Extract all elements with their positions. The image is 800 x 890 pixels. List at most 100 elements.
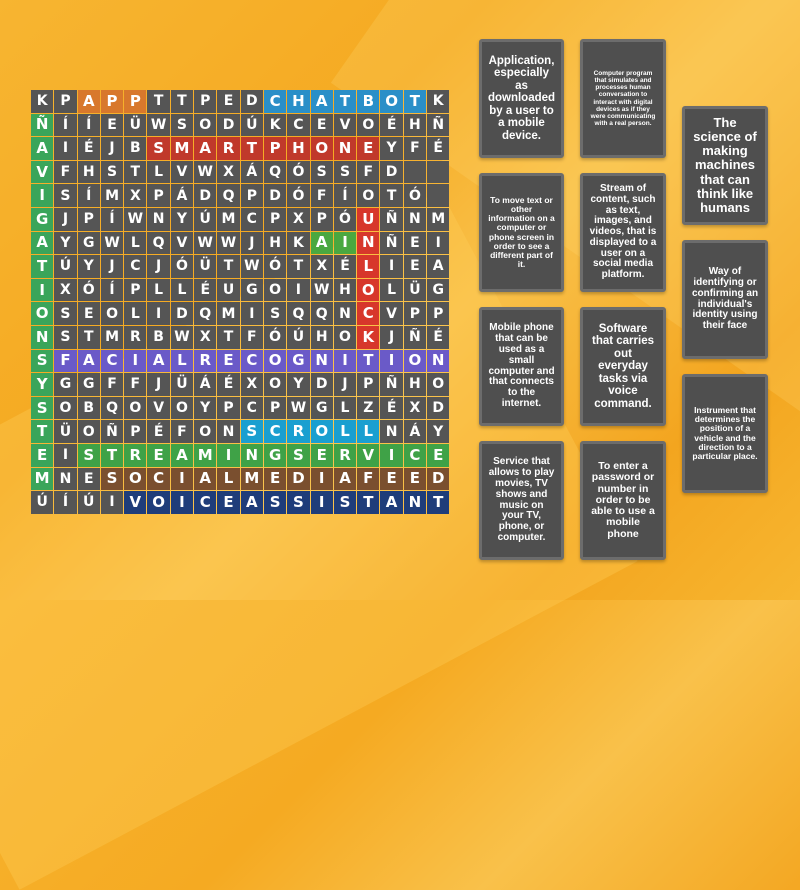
grid-cell[interactable]: P [77,207,100,231]
grid-cell[interactable]: A [77,90,100,113]
grid-cell[interactable]: É [194,278,217,302]
clue-card[interactable]: To enter a password or number in order t… [580,441,666,560]
grid-cell[interactable]: S [333,491,357,514]
grid-cell[interactable]: S [54,325,77,349]
grid-cell[interactable]: H [287,90,310,113]
grid-cell[interactable]: É [380,113,403,137]
grid-cell[interactable]: D [217,113,240,137]
grid-cell[interactable]: L [124,231,147,255]
grid-cell[interactable]: Ü [403,278,427,302]
grid-cell[interactable]: L [333,396,357,420]
grid-cell[interactable]: V [147,396,170,420]
grid-cell[interactable]: Ó [287,184,310,207]
grid-cell[interactable]: G [77,373,100,396]
grid-cell[interactable]: Ó [403,184,427,207]
grid-cell[interactable]: É [427,137,450,160]
grid-cell[interactable]: Ü [54,420,77,443]
grid-cell[interactable]: S [100,467,124,491]
grid-cell[interactable]: O [263,278,287,302]
grid-cell[interactable]: Y [31,373,54,396]
grid-cell[interactable]: N [147,207,170,231]
grid-cell[interactable]: O [357,278,380,302]
grid-cell[interactable]: O [124,396,147,420]
grid-cell[interactable]: S [310,160,333,184]
grid-cell[interactable]: A [310,231,333,255]
grid-cell[interactable]: Í [77,113,100,137]
grid-cell[interactable]: É [217,373,240,396]
grid-cell[interactable]: Ó [287,160,310,184]
grid-cell[interactable]: K [263,113,287,137]
grid-cell[interactable]: S [100,160,124,184]
grid-cell[interactable]: A [310,90,333,113]
grid-cell[interactable]: Í [333,184,357,207]
grid-cell[interactable]: H [333,278,357,302]
grid-cell[interactable]: G [54,373,77,396]
grid-cell[interactable]: H [287,137,310,160]
grid-cell[interactable]: F [310,184,333,207]
grid-cell[interactable]: I [333,231,357,255]
grid-cell[interactable]: F [54,349,77,373]
grid-cell[interactable]: J [147,373,170,396]
grid-cell[interactable]: J [380,325,403,349]
grid-cell[interactable]: Q [217,184,240,207]
grid-cell[interactable]: I [310,491,333,514]
grid-cell[interactable]: Ó [170,255,194,278]
grid-cell[interactable]: W [124,207,147,231]
grid-cell[interactable]: N [217,420,240,443]
grid-cell[interactable]: Í [54,491,77,514]
grid-cell[interactable]: D [263,184,287,207]
grid-cell[interactable]: T [427,491,450,514]
grid-cell[interactable]: L [217,467,240,491]
grid-cell[interactable]: Ñ [380,231,403,255]
grid-cell[interactable]: I [287,278,310,302]
grid-cell[interactable]: C [240,207,263,231]
grid-cell[interactable]: Y [287,373,310,396]
grid-cell[interactable]: O [194,420,217,443]
grid-cell[interactable]: C [263,90,287,113]
grid-cell[interactable]: N [333,137,357,160]
clue-card[interactable]: To move text or other information on a c… [479,173,564,292]
grid-cell[interactable]: O [357,184,380,207]
grid-cell[interactable]: I [380,349,403,373]
grid-cell[interactable]: D [287,467,310,491]
grid-cell[interactable]: T [217,325,240,349]
grid-cell[interactable]: X [54,278,77,302]
grid-cell[interactable]: P [124,420,147,443]
grid-cell[interactable]: S [54,302,77,325]
grid-cell[interactable]: I [333,349,357,373]
grid-cell[interactable]: W [240,255,263,278]
grid-cell[interactable]: Q [147,231,170,255]
grid-cell[interactable] [427,184,450,207]
grid-cell[interactable]: B [147,325,170,349]
grid-cell[interactable]: D [310,373,333,396]
grid-cell[interactable]: O [380,90,403,113]
grid-cell[interactable]: Q [100,396,124,420]
grid-cell[interactable]: Á [240,160,263,184]
grid-cell[interactable]: Ú [240,113,263,137]
grid-cell[interactable]: C [357,302,380,325]
grid-cell[interactable]: A [427,255,450,278]
grid-cell[interactable]: D [194,184,217,207]
grid-cell[interactable]: P [427,302,450,325]
clue-card[interactable]: Instrument that determines the position … [682,374,768,493]
grid-cell[interactable]: Ñ [380,373,403,396]
grid-cell[interactable]: G [240,278,263,302]
grid-cell[interactable]: R [194,349,217,373]
grid-cell[interactable]: D [240,90,263,113]
grid-cell[interactable]: E [427,443,450,467]
grid-cell[interactable]: Y [380,137,403,160]
grid-cell[interactable]: P [263,207,287,231]
grid-cell[interactable]: Í [100,278,124,302]
grid-cell[interactable]: Ü [124,113,147,137]
grid-cell[interactable]: Ñ [31,113,54,137]
clue-card[interactable]: Stream of content, such as text, images,… [580,173,666,292]
grid-cell[interactable]: P [147,184,170,207]
grid-cell[interactable]: Ó [333,207,357,231]
grid-cell[interactable]: S [263,302,287,325]
grid-cell[interactable]: L [357,420,380,443]
grid-cell[interactable]: L [147,278,170,302]
grid-cell[interactable]: F [403,137,427,160]
grid-cell[interactable]: C [403,443,427,467]
grid-cell[interactable]: X [310,255,333,278]
